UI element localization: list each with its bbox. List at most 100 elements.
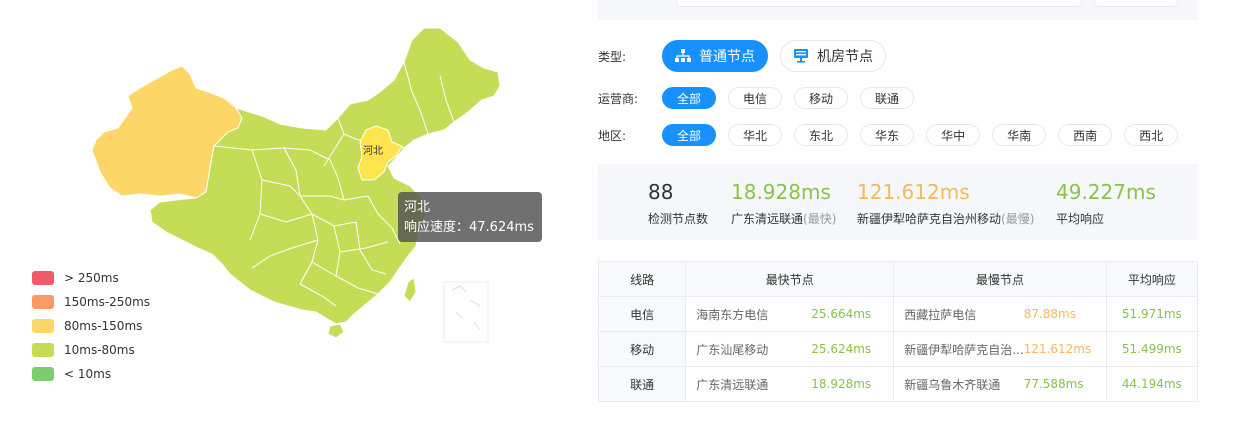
legend-label: 10ms-80ms: [64, 343, 135, 357]
table-header-row: 线路 最快节点 最慢节点 平均响应: [597, 261, 1199, 297]
stat-fastest-label: 广东清远联通(最快): [731, 210, 836, 227]
legend-swatch: [32, 271, 54, 285]
submit-button[interactable]: [1094, 0, 1178, 7]
fastest-node-name: 海南东方电信: [696, 307, 769, 322]
region-option-southwest[interactable]: 西南: [1058, 124, 1113, 146]
table-row: 移动 广东汕尾移动 25.624ms 新疆伊犁哈萨克自治... 121.612ms …: [597, 331, 1199, 367]
col-header-line: 线路: [597, 261, 687, 297]
stat-average: 49.227ms 平均响应: [1056, 178, 1156, 227]
region-option-north[interactable]: 华北: [728, 124, 783, 146]
stat-fastest-suffix: (最快): [803, 212, 837, 226]
china-speed-map: 河北 河北 响应速度：47.624ms > 250ms 150ms-250ms …: [0, 0, 590, 426]
col-header-fastest: 最快节点: [685, 261, 895, 297]
row-slowest: 新疆乌鲁木齐联通 77.588ms: [893, 366, 1107, 402]
row-average: 51.971ms: [1105, 296, 1199, 332]
stat-fastest: 18.928ms 广东清远联通(最快): [731, 178, 836, 227]
url-input[interactable]: [676, 0, 1082, 7]
row-slowest: 新疆伊犁哈萨克自治... 121.612ms: [893, 331, 1107, 367]
stat-slowest-label: 新疆伊犁哈萨克自治州移动(最慢): [857, 210, 1034, 227]
row-line: 电信: [597, 296, 687, 332]
type-datacenter-node-button[interactable]: 机房节点: [780, 40, 886, 72]
col-header-slowest: 最慢节点: [893, 261, 1107, 297]
fastest-node-name: 广东清远联通: [696, 377, 769, 392]
slowest-node-ms: 121.612ms: [1023, 342, 1092, 356]
stat-fastest-value: 18.928ms: [731, 180, 831, 204]
isp-option-unicom[interactable]: 联通: [860, 87, 915, 109]
region-option-east[interactable]: 华东: [860, 124, 915, 146]
type-filter: 类型: 普通节点 机房节点: [598, 40, 898, 72]
stat-fastest-node: 广东清远联通: [731, 212, 804, 226]
region-taiwan[interactable]: [403, 277, 417, 303]
type-filter-label: 类型:: [598, 49, 627, 64]
isp-filter-label: 运营商:: [598, 91, 639, 106]
isp-filter: 运营商: 全部 电信 移动 联通: [598, 87, 926, 109]
table-row: 电信 海南东方电信 25.664ms 西藏拉萨电信 87.88ms 51.971ms: [597, 296, 1199, 332]
legend-label: > 250ms: [64, 271, 119, 285]
south-sea-inset: [443, 281, 489, 343]
monitor-icon: [793, 49, 809, 63]
network-icon: [675, 49, 691, 63]
region-hebei[interactable]: [357, 125, 403, 181]
map-tooltip: 河北 响应速度：47.624ms: [398, 192, 542, 242]
fastest-node-name: 广东汕尾移动: [696, 342, 769, 357]
region-hainan[interactable]: [327, 323, 345, 339]
row-average: 44.194ms: [1105, 366, 1199, 402]
stat-slowest-node: 新疆伊犁哈萨克自治州移动: [857, 212, 1002, 226]
stat-slowest-value: 121.612ms: [857, 180, 970, 204]
slowest-node-name: 新疆伊犁哈萨克自治...: [904, 342, 1024, 357]
legend-swatch: [32, 295, 54, 309]
region-option-northeast[interactable]: 东北: [794, 124, 849, 146]
fastest-node-ms: 25.624ms: [811, 342, 872, 356]
stat-node-count-label: 检测节点数: [648, 212, 709, 226]
isp-option-telecom[interactable]: 电信: [728, 87, 783, 109]
legend-label: < 10ms: [64, 367, 112, 381]
legend-item[interactable]: 10ms-80ms: [32, 338, 150, 362]
slowest-node-name: 新疆乌鲁木齐联通: [904, 377, 1001, 392]
top-toolbar: [598, 0, 1198, 20]
isp-option-mobile[interactable]: 移动: [794, 87, 849, 109]
isp-option-all[interactable]: 全部: [662, 87, 717, 109]
region-filter-label: 地区:: [598, 128, 627, 143]
slowest-node-ms: 77.588ms: [1023, 377, 1084, 391]
region-filter: 地区: 全部 华北 东北 华东 华中 华南 西南 西北: [598, 124, 1190, 146]
stat-slowest-suffix: (最慢): [1001, 212, 1035, 226]
china-map-svg: 河北: [91, 27, 501, 343]
slowest-node-name: 西藏拉萨电信: [904, 307, 977, 322]
result-panel: 类型: 普通节点 机房节点 运营商: 全部 电信 移动 联通 地区: 全部 华北…: [597, 0, 1199, 426]
row-average: 51.499ms: [1105, 331, 1199, 367]
type-normal-node-button[interactable]: 普通节点: [662, 40, 768, 72]
legend-item[interactable]: < 10ms: [32, 362, 150, 386]
row-slowest: 西藏拉萨电信 87.88ms: [893, 296, 1107, 332]
province-borders: [213, 61, 455, 307]
legend-swatch: [32, 343, 54, 357]
legend-swatch: [32, 319, 54, 333]
region-option-south[interactable]: 华南: [992, 124, 1047, 146]
row-fastest: 海南东方电信 25.664ms: [685, 296, 895, 332]
legend-swatch: [32, 367, 54, 381]
row-fastest: 广东清远联通 18.928ms: [685, 366, 895, 402]
legend-item[interactable]: > 250ms: [32, 266, 150, 290]
row-line: 移动: [597, 331, 687, 367]
stat-slowest: 121.612ms 新疆伊犁哈萨克自治州移动(最慢): [857, 178, 1034, 227]
table-row: 联通 广东清远联通 18.928ms 新疆乌鲁木齐联通 77.588ms 44.19…: [597, 366, 1199, 402]
tooltip-speed: 响应速度：47.624ms: [404, 220, 534, 235]
map-region-label: 河北: [363, 145, 383, 157]
region-option-central[interactable]: 华中: [926, 124, 981, 146]
legend-item[interactable]: 150ms-250ms: [32, 290, 150, 314]
stat-node-count-value: 88: [648, 180, 674, 204]
slowest-node-ms: 87.88ms: [1023, 307, 1076, 321]
fastest-node-ms: 25.664ms: [811, 307, 872, 321]
region-option-all[interactable]: 全部: [662, 124, 717, 146]
legend-item[interactable]: 80ms-150ms: [32, 314, 150, 338]
map-legend: > 250ms 150ms-250ms 80ms-150ms 10ms-80ms…: [32, 266, 150, 386]
tooltip-title: 河北: [404, 200, 431, 215]
stat-average-label: 平均响应: [1056, 212, 1105, 226]
line-speed-table: 线路 最快节点 最慢节点 平均响应 电信 海南东方电信 25.664ms 西藏拉萨…: [597, 261, 1199, 402]
stat-average-value: 49.227ms: [1056, 180, 1156, 204]
legend-label: 80ms-150ms: [64, 319, 143, 333]
type-datacenter-node-label: 机房节点: [817, 49, 873, 65]
stat-node-count: 88 检测节点数: [648, 178, 708, 227]
row-fastest: 广东汕尾移动 25.624ms: [685, 331, 895, 367]
stats-summary: 88 检测节点数 18.928ms 广东清远联通(最快) 121.612ms 新…: [598, 164, 1198, 240]
region-option-northwest[interactable]: 西北: [1124, 124, 1179, 146]
